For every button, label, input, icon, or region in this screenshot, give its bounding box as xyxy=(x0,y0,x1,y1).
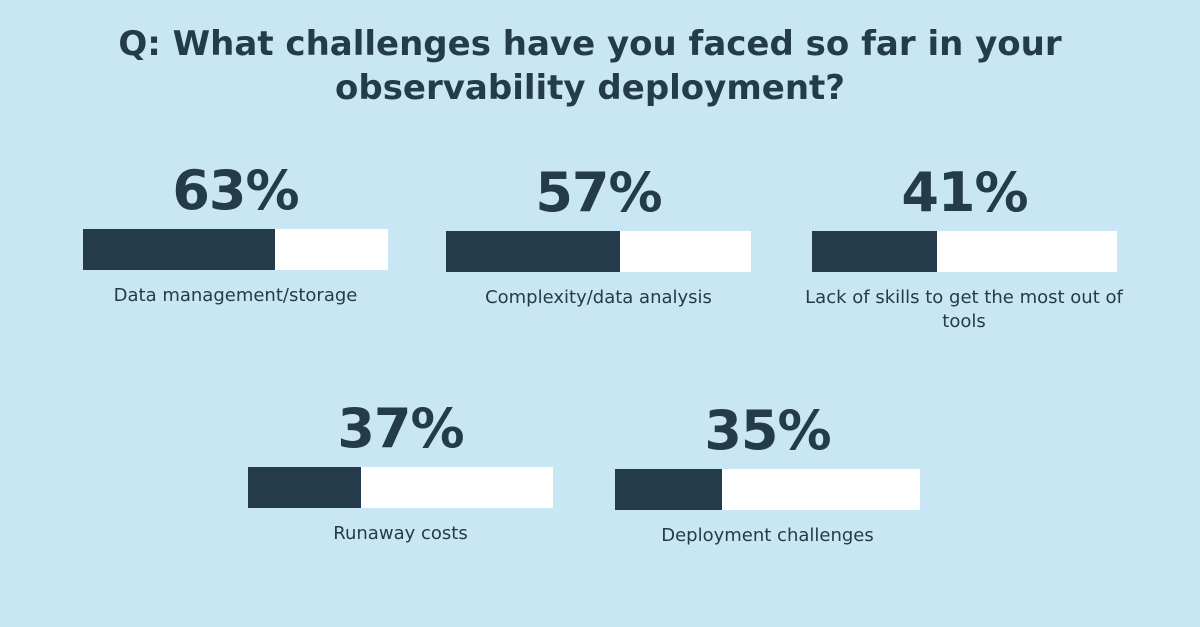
bar-fill xyxy=(83,229,276,270)
bar-fill xyxy=(812,231,938,272)
category-label: Runaway costs xyxy=(333,523,468,544)
bar-track xyxy=(812,231,1117,272)
category-label: Data management/storage xyxy=(113,285,358,306)
category-label: Deployment challenges xyxy=(661,525,874,546)
value-label: 35% xyxy=(704,399,831,462)
category-label: Complexity/data analysis xyxy=(485,287,712,308)
value-label: 37% xyxy=(337,397,464,460)
bar-fill xyxy=(615,469,722,510)
bar-item: 57% Complexity/data analysis xyxy=(446,163,751,310)
bar-item: 35% Deployment challenges xyxy=(615,401,920,548)
bar-track xyxy=(446,231,751,272)
bar-fill xyxy=(446,231,620,272)
chart-title: Q: What challenges have you faced so far… xyxy=(118,24,1062,108)
bar-track xyxy=(83,229,388,270)
value-label: 41% xyxy=(901,161,1028,224)
bar-fill xyxy=(248,467,361,508)
category-label: Lack of skills to get the most out of to… xyxy=(805,287,1123,332)
bar-track xyxy=(248,467,553,508)
value-label: 63% xyxy=(172,159,299,222)
bar-track xyxy=(615,469,920,510)
value-label: 57% xyxy=(535,161,662,224)
bar-item: 41% Lack of skills to get the most out o… xyxy=(805,161,1123,334)
bar-item: 63% Data management/storage xyxy=(83,161,388,308)
bar-item: 37% Runaway costs xyxy=(248,399,553,546)
